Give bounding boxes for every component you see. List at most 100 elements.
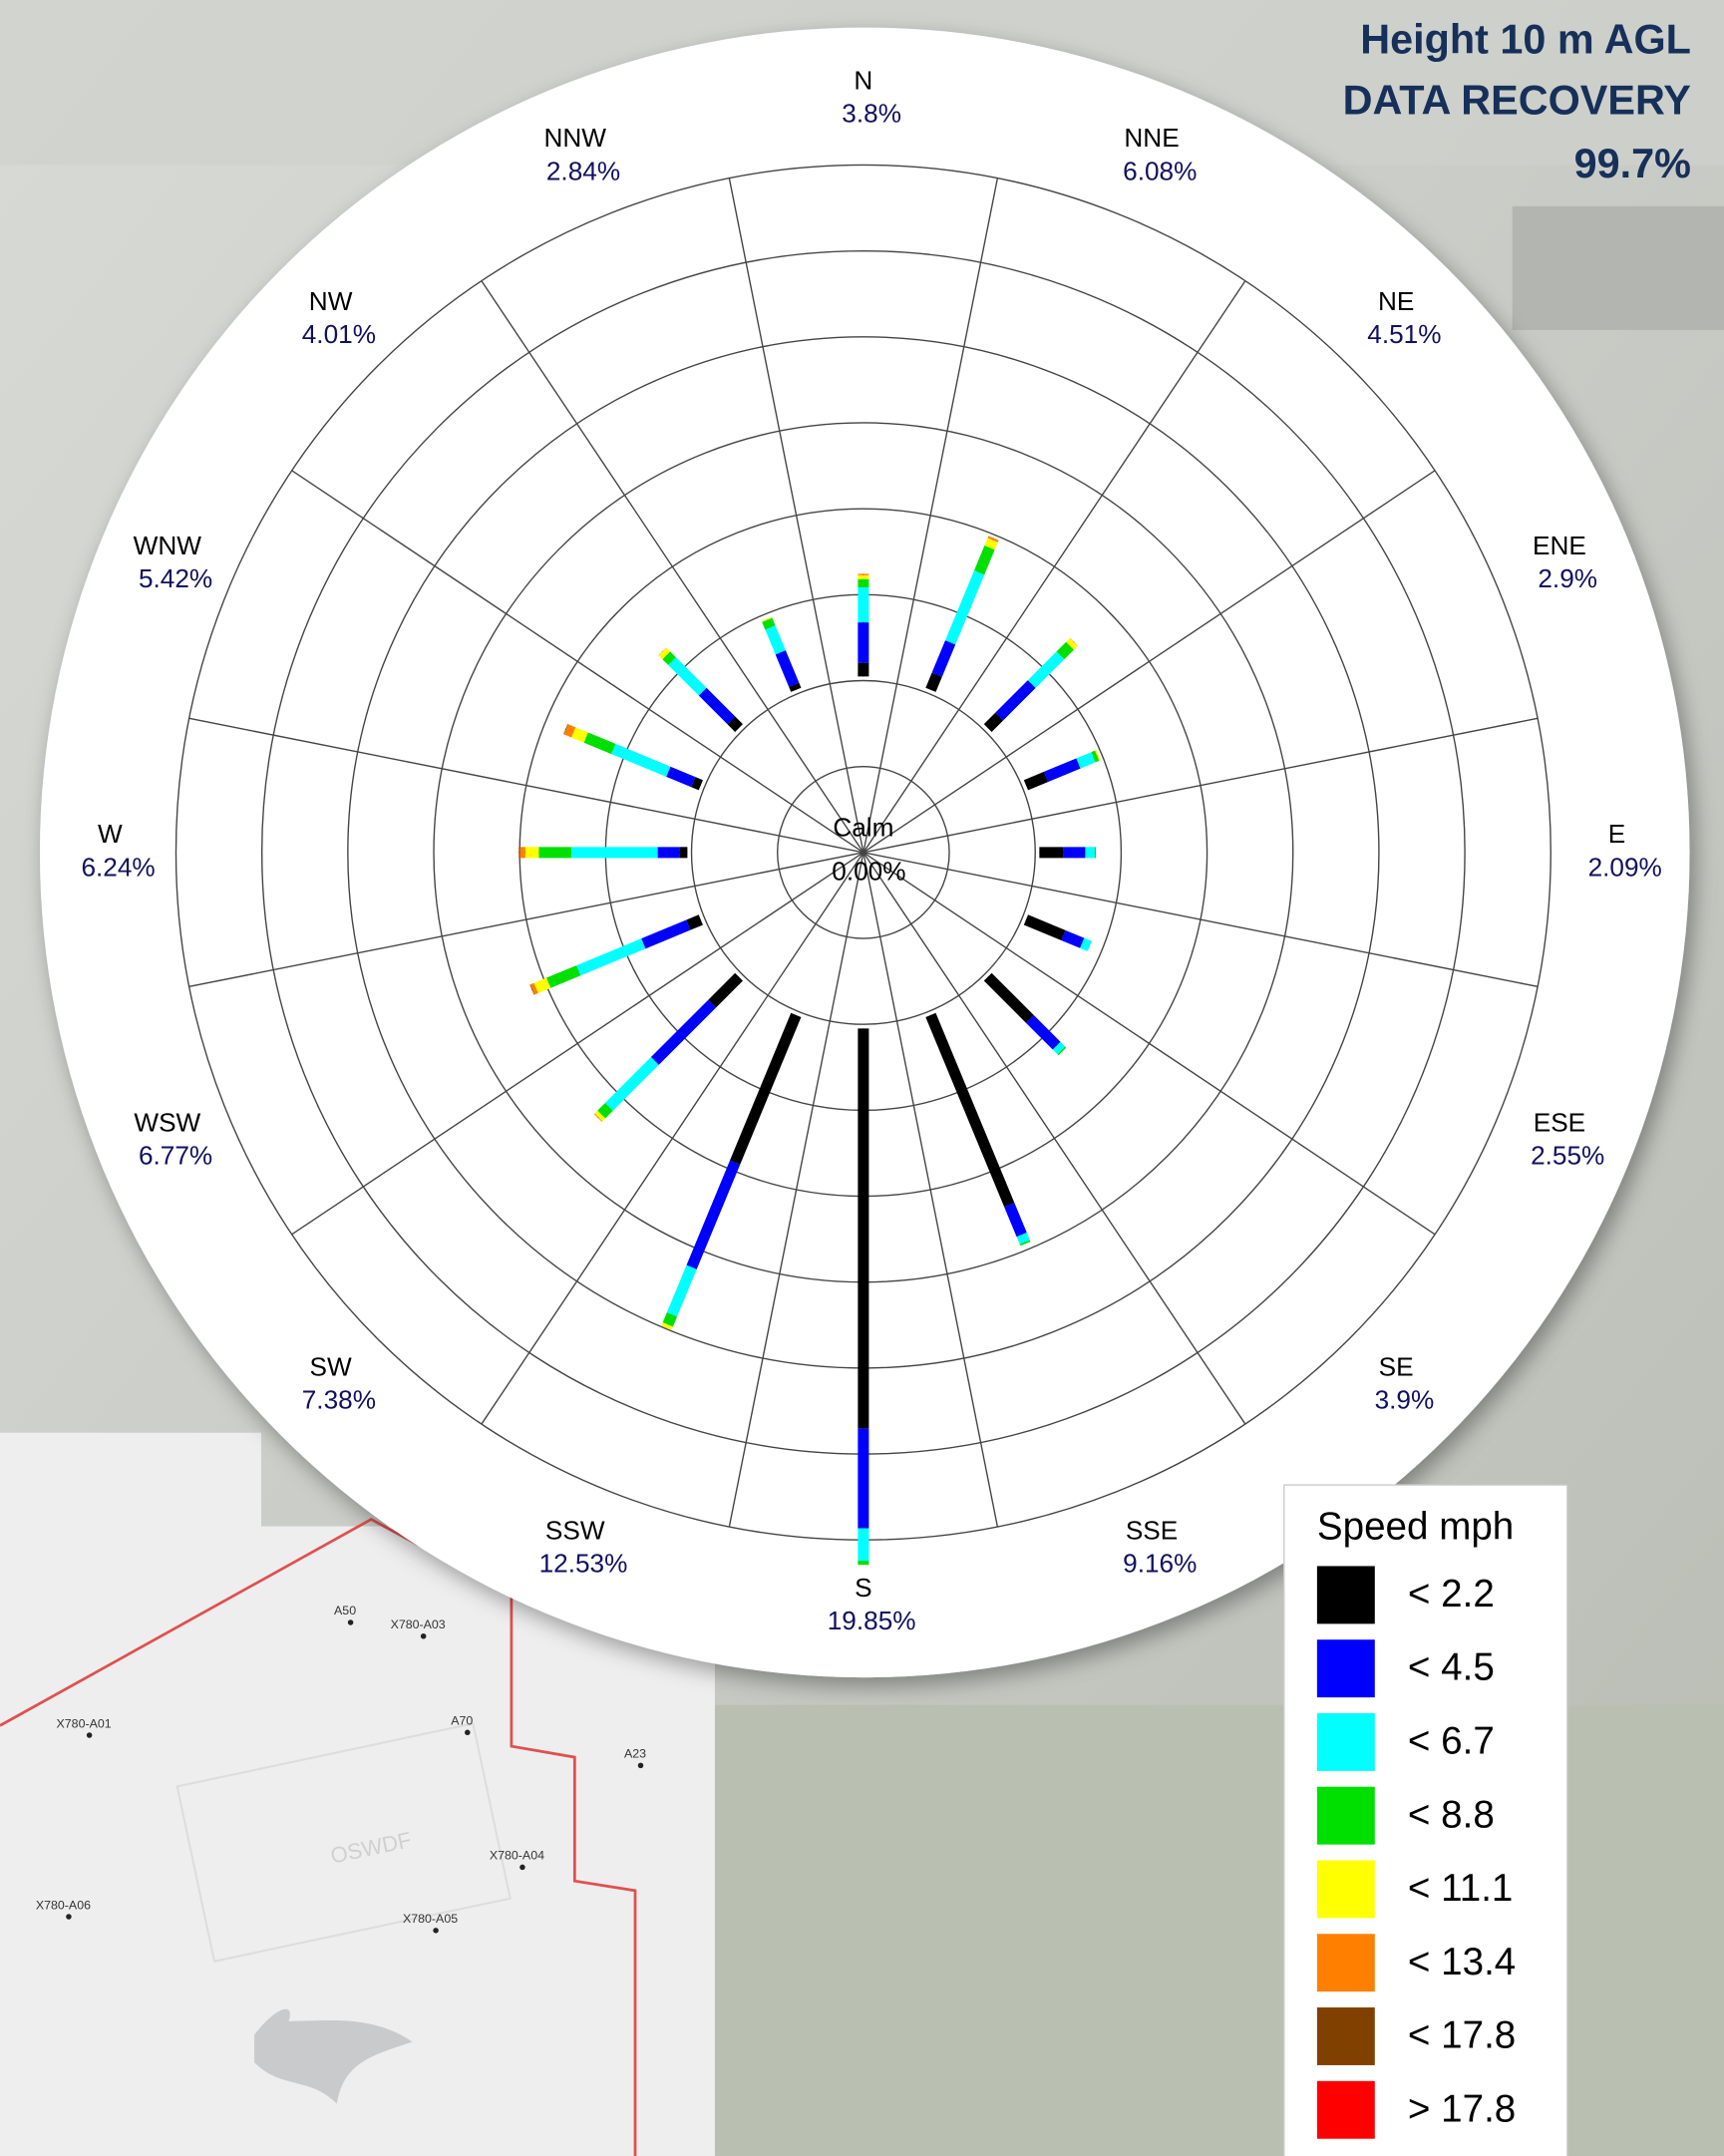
direction-percent: 3.8% <box>842 99 901 129</box>
direction-percent: 19.85% <box>828 1606 916 1635</box>
grid-spoke <box>291 852 864 1236</box>
bar-segment <box>1091 750 1100 763</box>
bar-segment <box>593 1113 603 1122</box>
map-point <box>420 1633 427 1639</box>
direction-label: WNW <box>134 531 202 560</box>
legend-label: < 2.2 <box>1408 1573 1495 1616</box>
bar-segment <box>1023 914 1066 941</box>
legend-swatch <box>1316 2007 1375 2065</box>
legend-swatch <box>1316 2080 1375 2139</box>
direction-percent: 2.84% <box>546 156 620 185</box>
map-point-label: X780-A01 <box>57 1716 112 1730</box>
bar-segment <box>1043 758 1081 783</box>
bar-segment <box>533 977 551 993</box>
calm-value: 0.00% <box>832 856 905 886</box>
bar-segment <box>1027 651 1065 688</box>
bar-segment <box>925 1012 1015 1208</box>
direction-label: E <box>1608 819 1625 849</box>
legend-swatch <box>1316 1566 1375 1624</box>
aerial-field <box>714 1704 1724 2156</box>
bar-segment <box>1056 641 1074 660</box>
bar-segment <box>708 972 743 1008</box>
grid-spoke <box>481 280 864 854</box>
bar-segment <box>529 982 538 995</box>
legend-label: < 11.1 <box>1408 1867 1514 1910</box>
direction-percent: 6.77% <box>139 1140 212 1170</box>
bar-segment <box>1023 771 1049 791</box>
map-point-label: X780-A04 <box>490 1849 544 1863</box>
grid-spoke <box>862 852 1246 1425</box>
height-label: Height 10 m AGL <box>1360 17 1691 63</box>
bar-segment <box>546 965 581 988</box>
bar-segment <box>691 777 703 791</box>
direction-percent: 2.55% <box>1531 1140 1604 1170</box>
map-panel <box>0 1432 715 2156</box>
grid-spoke <box>728 852 864 1528</box>
direction-percent: 6.08% <box>1123 156 1197 185</box>
legend-label: < 4.5 <box>1408 1646 1495 1689</box>
cell-outline <box>175 1722 512 1964</box>
recovery-value: 99.7% <box>1574 141 1691 186</box>
map-point-label: X780-A03 <box>391 1617 446 1631</box>
bar-segment <box>650 999 717 1065</box>
bar-segment <box>789 682 802 692</box>
bar-segment <box>666 766 696 788</box>
map-point <box>66 1914 72 1920</box>
map-point <box>86 1732 93 1738</box>
grid-spoke <box>862 852 1539 988</box>
legend-label: < 13.4 <box>1408 1941 1516 1983</box>
legend-swatch <box>1316 1860 1375 1919</box>
bar-segment <box>686 914 703 930</box>
bar-segment <box>1025 1014 1061 1050</box>
direction-label: SE <box>1379 1351 1414 1381</box>
bar-segment <box>662 651 676 665</box>
direction-label: NNW <box>543 123 606 153</box>
grid-ring <box>690 679 1036 1025</box>
bar-segment <box>1019 1240 1031 1247</box>
legend: Speed mph < 2.2 < 4.5 < 6.7 < 8.8 < 11.1 < 13… <box>1283 1484 1568 2156</box>
bar-segment <box>727 716 743 732</box>
direction-label: ESE <box>1534 1107 1585 1137</box>
bar-segment <box>1057 1046 1067 1056</box>
bar-segment <box>984 538 998 550</box>
map-point <box>347 1619 354 1625</box>
grid-spoke <box>728 178 864 853</box>
grid-spoke <box>862 852 999 1528</box>
grid-spoke <box>481 852 864 1425</box>
map-point <box>519 1864 525 1871</box>
bar-segment <box>686 1160 741 1269</box>
bar-segment <box>1080 937 1092 951</box>
direction-percent: 5.42% <box>139 563 212 593</box>
bar-segment <box>995 680 1036 721</box>
legend-label: < 6.7 <box>1408 1720 1495 1763</box>
bar-segment <box>1076 752 1096 769</box>
map-point-label: A50 <box>334 1604 356 1617</box>
legend-swatch <box>1316 1934 1375 1992</box>
bar-segment <box>662 1312 678 1327</box>
bar-segment <box>762 617 776 630</box>
bar-segment <box>775 650 800 687</box>
direction-label: WSW <box>134 1107 200 1137</box>
wind-rose: Calm 0.00% N3.8% NNE 6.08% NE4.51% ENE 2.9% E2.0… <box>81 66 1661 1635</box>
map-point <box>433 1928 439 1934</box>
bar-segment <box>698 687 736 725</box>
map-point-label: X780-A05 <box>403 1912 458 1926</box>
bar-segment <box>571 727 588 743</box>
grid-spoke <box>862 470 1436 854</box>
bar-segment <box>1016 1233 1030 1245</box>
grid-spoke <box>188 852 864 988</box>
legend-label: < 17.8 <box>1408 2014 1516 2057</box>
aerial-building <box>1512 205 1724 330</box>
grid-spoke <box>862 178 999 853</box>
direction-percent: 4.51% <box>1367 319 1441 349</box>
direction-label: S <box>855 1573 871 1603</box>
direction-percent: 9.16% <box>1123 1548 1197 1578</box>
legend-swatch <box>1316 1786 1375 1845</box>
bar-segment <box>983 972 1034 1023</box>
direction-percent: 3.9% <box>1375 1385 1435 1415</box>
bar-segment <box>661 1322 673 1330</box>
direction-percent: 7.38% <box>302 1385 376 1415</box>
grid-spoke <box>862 717 1539 854</box>
bar-segment <box>925 672 942 692</box>
direction-label: SW <box>310 1351 352 1381</box>
